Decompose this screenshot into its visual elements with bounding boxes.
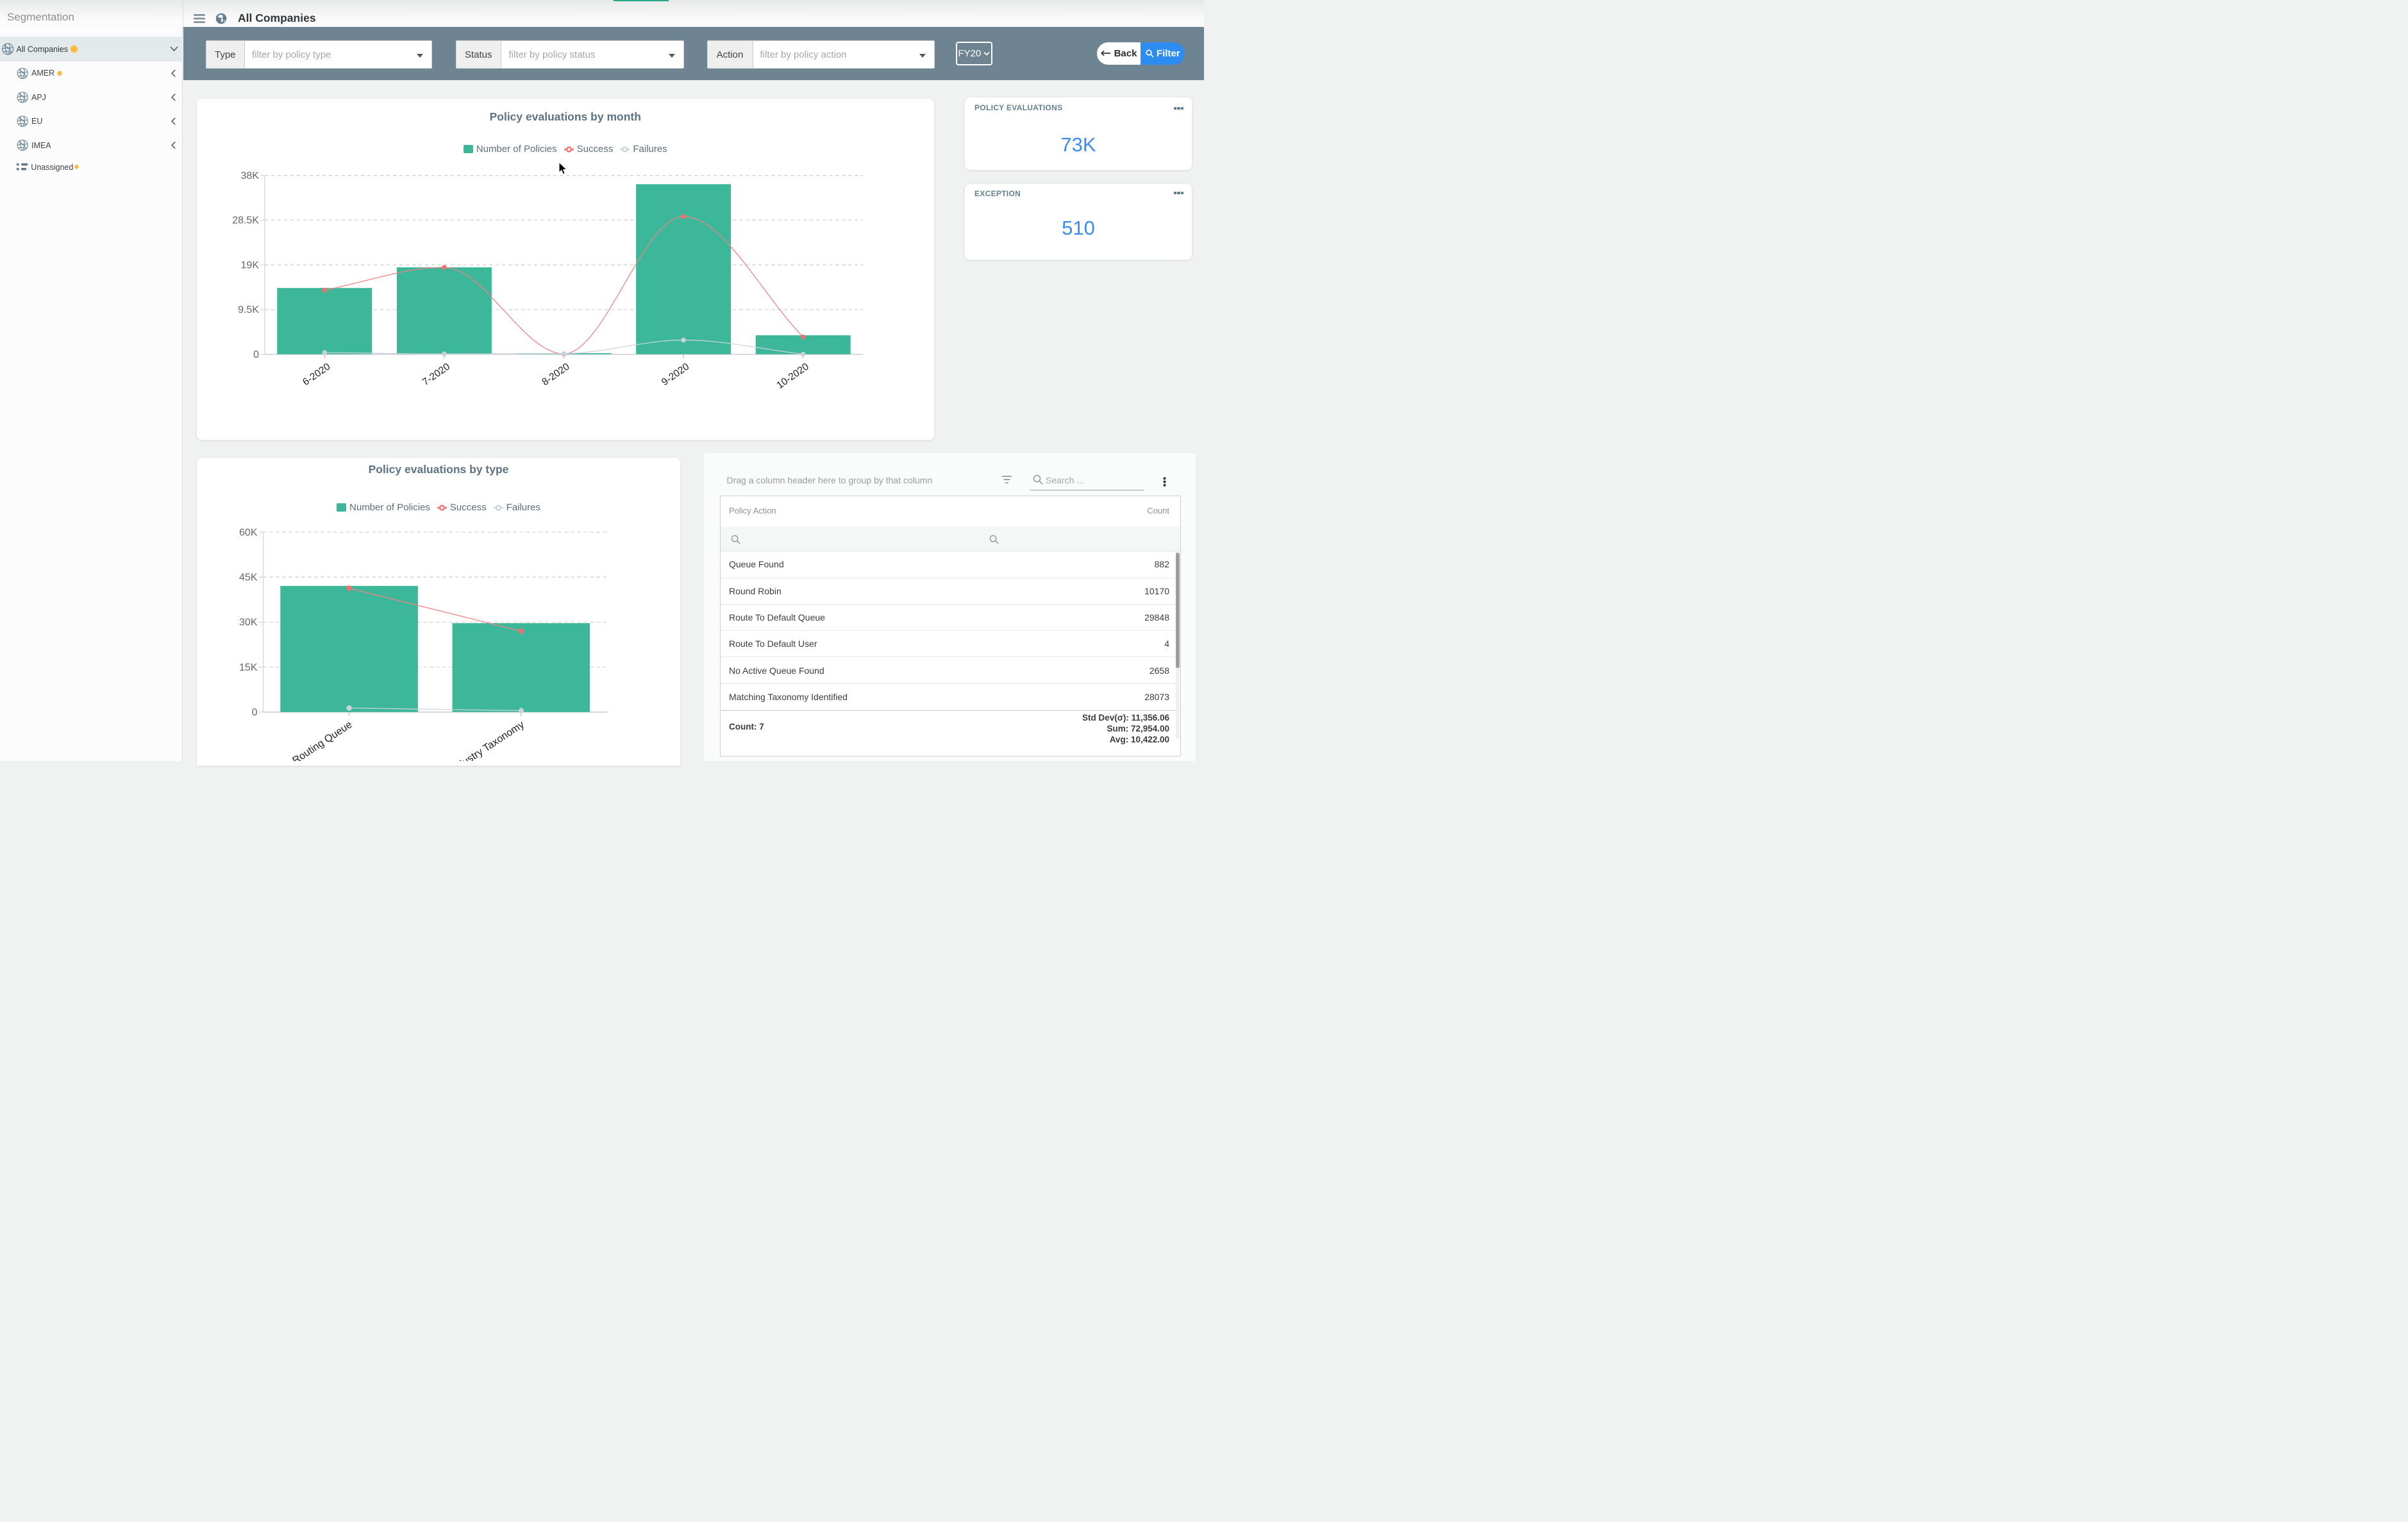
svg-text:10-2020: 10-2020 [775, 361, 812, 391]
svg-text:28.5K: 28.5K [232, 215, 259, 226]
svg-text:9.5K: 9.5K [238, 305, 259, 315]
svg-text:8-2020: 8-2020 [540, 361, 572, 388]
svg-text:38K: 38K [241, 171, 260, 181]
svg-text:45K: 45K [239, 572, 258, 583]
svg-text:Industry Taxonomy: Industry Taxonomy [449, 719, 526, 761]
svg-text:60K: 60K [239, 527, 258, 538]
svg-text:Routing Queue: Routing Queue [290, 719, 354, 761]
svg-text:0: 0 [252, 707, 258, 718]
svg-text:9-2020: 9-2020 [660, 361, 692, 388]
svg-text:7-2020: 7-2020 [421, 361, 453, 388]
svg-text:19K: 19K [241, 260, 260, 271]
svg-text:0: 0 [253, 349, 259, 360]
svg-text:30K: 30K [239, 617, 258, 628]
svg-text:6-2020: 6-2020 [301, 361, 333, 388]
svg-text:15K: 15K [239, 662, 258, 673]
